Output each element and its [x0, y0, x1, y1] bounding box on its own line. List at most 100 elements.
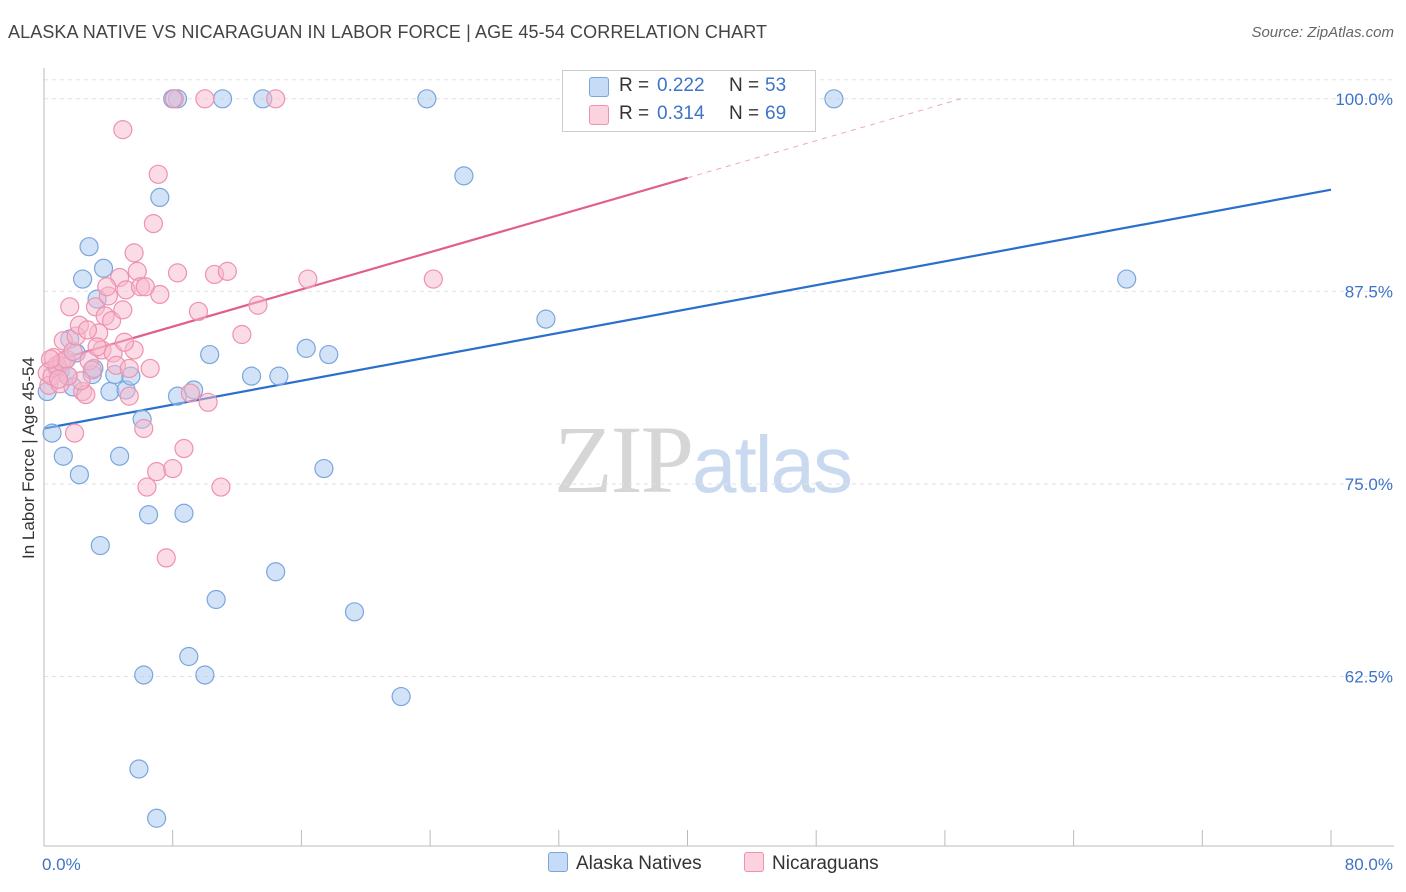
alaska-native-point [129, 759, 149, 779]
nicaraguan-point [174, 438, 194, 459]
watermark-zip: ZIP [554, 406, 694, 513]
alaska-native-point [138, 505, 159, 525]
nicaraguan-point [217, 261, 237, 281]
alaska-native-point [174, 503, 194, 523]
nicaraguan-point [135, 277, 155, 297]
source-label: Source: ZipAtlas.com [1251, 24, 1394, 41]
nicaraguan-point [134, 418, 154, 439]
nicaraguan-point [124, 243, 144, 263]
nicaraguan-point [137, 477, 157, 497]
nicaraguan-point [140, 358, 160, 379]
y-tick-label: 75.0% [1345, 475, 1393, 494]
watermark-atlas: atlas [692, 420, 853, 509]
alaska-native-point [69, 465, 89, 485]
alaska-native-point [147, 808, 167, 828]
nicaraguan-point [198, 392, 218, 412]
trend-line-extension [687, 98, 962, 179]
nicaraguan-point [163, 458, 183, 479]
legend-r-value: 0.314 [657, 103, 705, 124]
legend-row-alaska-natives: R = 0.222 N = 53 [563, 73, 815, 101]
legend-r-label: R = [619, 75, 650, 96]
nicaraguan-point [423, 269, 443, 289]
legend-swatch-blue [589, 77, 609, 97]
nicaraguan-point [195, 89, 215, 109]
nicaraguan-point [114, 332, 135, 352]
nicaraguan-point [119, 358, 139, 379]
legend-label-nicaraguans: Nicaraguans [772, 853, 879, 874]
alaska-native-point [266, 562, 286, 582]
alaska-native-point [824, 89, 844, 109]
alaska-native-point [53, 446, 73, 466]
alaska-native-point [73, 269, 93, 289]
alaska-native-point [1117, 269, 1137, 289]
nicaraguan-point [147, 462, 167, 482]
y-tick-label: 87.5% [1345, 282, 1393, 301]
legend-n-label: N = [729, 75, 760, 96]
nicaraguan-point [180, 383, 200, 403]
alaska-native-point [212, 89, 233, 109]
legend-n-value: 69 [765, 103, 787, 124]
nicaraguan-point [143, 214, 163, 234]
legend-swatch-pink [589, 105, 609, 125]
trend-line-alaska-natives [43, 188, 1332, 430]
y-tick-label: 100.0% [1335, 90, 1393, 109]
axes [43, 68, 1394, 847]
nicaraguan-point [113, 300, 133, 320]
legend-r-value: 0.222 [657, 75, 705, 96]
nicaraguan-point [248, 295, 268, 315]
nicaraguan-point [298, 269, 318, 289]
alaska-native-point [241, 366, 262, 386]
legend-n-label: N = [729, 103, 760, 124]
nicaraguan-point [232, 324, 252, 345]
nicaraguan-point [48, 369, 69, 389]
alaska-native-point [93, 258, 114, 278]
legend-swatch-pink [744, 852, 764, 872]
x-tick-label: 0.0% [42, 855, 81, 874]
nicaraguan-point [156, 548, 176, 568]
tick-labels: 62.5% 75.0% 87.5% 100.0% 0.0% 80.0% [42, 90, 1393, 874]
legend-row-nicaraguans: R = 0.314 N = 69 [563, 101, 815, 129]
nicaraguan-point [211, 477, 231, 497]
alaska-native-point [110, 446, 130, 466]
nicaraguan-point [64, 423, 85, 443]
nicaraguan-point [188, 301, 209, 322]
alaska-native-point [344, 602, 365, 622]
alaska-native-point [100, 381, 120, 402]
nicaraguan-point [63, 341, 83, 362]
alaska-native-point [195, 665, 215, 685]
trend-lines [43, 98, 1332, 430]
nicaraguan-point [167, 263, 188, 283]
nicaraguan-point [40, 349, 61, 369]
nicaraguan-point [113, 120, 133, 140]
legend-item-alaska-natives: Alaska Natives [548, 852, 702, 875]
alaska-native-point [206, 589, 226, 610]
alaska-native-point [179, 646, 199, 667]
y-tick-label: 62.5% [1345, 668, 1393, 687]
nicaraguan-point [97, 277, 117, 297]
alaska-native-point [42, 423, 62, 443]
alaska-native-point [296, 338, 316, 358]
alaska-native-point [79, 237, 99, 257]
x-tick-label: 80.0% [1345, 855, 1393, 874]
watermark: ZIPatlas [554, 404, 853, 515]
alaska-native-point [391, 686, 411, 707]
nicaraguan-point [77, 320, 98, 340]
legend-n-value: 53 [765, 75, 787, 96]
y-axis-label: In Labor Force | Age 45-54 [19, 357, 38, 559]
alaska-native-point [536, 309, 556, 329]
legend-r-label: R = [619, 103, 650, 124]
alaska-native-point [454, 166, 474, 186]
data-points [37, 89, 1137, 828]
legend-label-alaska-natives: Alaska Natives [576, 853, 702, 874]
chart-title: ALASKA NATIVE VS NICARAGUAN IN LABOR FOR… [8, 22, 768, 42]
trend-line-nicaraguans [43, 176, 688, 365]
alaska-native-point [200, 344, 220, 365]
nicaraguan-point [87, 337, 107, 357]
alaska-native-point [90, 535, 110, 556]
alaska-native-point [269, 366, 289, 386]
alaska-native-point [150, 187, 170, 208]
alaska-native-point [314, 458, 334, 479]
legend-item-nicaraguans: Nicaraguans [744, 852, 879, 875]
nicaraguan-point [148, 164, 168, 184]
